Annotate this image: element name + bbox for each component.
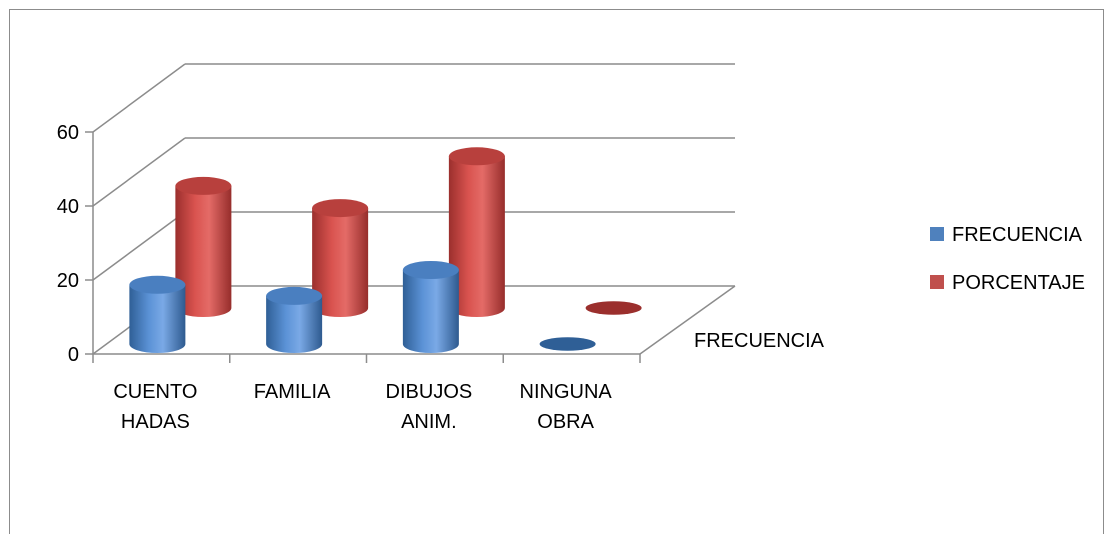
bar-porcentaje-2 bbox=[448, 147, 505, 317]
x-category-label-line: NINGUNA bbox=[520, 381, 613, 403]
cylinder-bar-chart: 0 20 40 60 CUENTO HADAS FAMILIA DIBUJOS ANIM. NIN… bbox=[57, 63, 1085, 433]
bar-frecuencia-0 bbox=[129, 275, 186, 353]
x-category-label: CUENTO HADAS bbox=[113, 381, 197, 433]
bar-frecuencia-1-body bbox=[266, 295, 323, 353]
x-category-label-line: HADAS bbox=[121, 411, 190, 433]
bar-frecuencia-0-body bbox=[129, 284, 186, 353]
bar-frecuencia-0-top bbox=[129, 275, 186, 294]
x-category-label-line: FAMILIA bbox=[254, 381, 331, 403]
bar-frecuencia-1 bbox=[266, 286, 323, 353]
y-tick-label: 0 bbox=[68, 344, 79, 366]
x-category-label: NINGUNA OBRA bbox=[520, 381, 613, 433]
y-tick-label: 60 bbox=[57, 122, 79, 144]
bar-porcentaje-0-body bbox=[175, 185, 232, 317]
gridline-side bbox=[92, 63, 186, 133]
x-category-label-line: DIBUJOS bbox=[386, 381, 473, 403]
bar-porcentaje-2-top bbox=[448, 147, 505, 166]
bar-frecuencia-1-top bbox=[266, 286, 323, 305]
axis-labels: 0 20 40 60 CUENTO HADAS FAMILIA DIBUJOS ANIM. NIN… bbox=[57, 122, 825, 433]
x-category-label-line: CUENTO bbox=[113, 381, 197, 403]
gridline-side bbox=[92, 137, 186, 207]
gridline-side bbox=[92, 211, 186, 281]
x-category-label-line: OBRA bbox=[537, 411, 594, 433]
bar-porcentaje-0-top bbox=[175, 176, 232, 195]
x-category-label: DIBUJOS ANIM. bbox=[386, 381, 473, 433]
legend-swatch-frecuencia bbox=[930, 227, 944, 241]
legend-swatch-porcentaje bbox=[930, 275, 944, 289]
bar-frecuencia-2-body bbox=[402, 270, 459, 353]
bar-frecuencia-2-top bbox=[402, 261, 459, 279]
bar-porcentaje-0 bbox=[175, 176, 232, 317]
bar-porcentaje-2-body bbox=[448, 156, 505, 317]
bar-porcentaje-1-body bbox=[312, 208, 369, 317]
legend-label-frecuencia: FRECUENCIA bbox=[952, 224, 1083, 246]
plot-series bbox=[129, 147, 642, 353]
bar-porcentaje-3 bbox=[585, 301, 642, 315]
bar-frecuencia-3-flat bbox=[539, 337, 596, 351]
bar-frecuencia-3 bbox=[539, 337, 596, 351]
bar-porcentaje-1 bbox=[312, 199, 369, 317]
x-category-label: FAMILIA bbox=[254, 381, 331, 403]
bar-porcentaje-3-flat bbox=[585, 301, 642, 315]
depth-axis-label: FRECUENCIA bbox=[694, 330, 825, 352]
y-tick-label: 20 bbox=[57, 270, 79, 292]
chart-area bbox=[9, 9, 1104, 534]
bar-porcentaje-1-top bbox=[312, 199, 369, 218]
floor-right-edge bbox=[639, 285, 736, 355]
bar-frecuencia-2 bbox=[402, 261, 459, 353]
legend-label-porcentaje: PORCENTAJE bbox=[952, 272, 1085, 294]
y-tick-label: 40 bbox=[57, 196, 79, 218]
legend: FRECUENCIA PORCENTAJE bbox=[930, 224, 1085, 294]
x-category-label-line: ANIM. bbox=[401, 411, 457, 433]
